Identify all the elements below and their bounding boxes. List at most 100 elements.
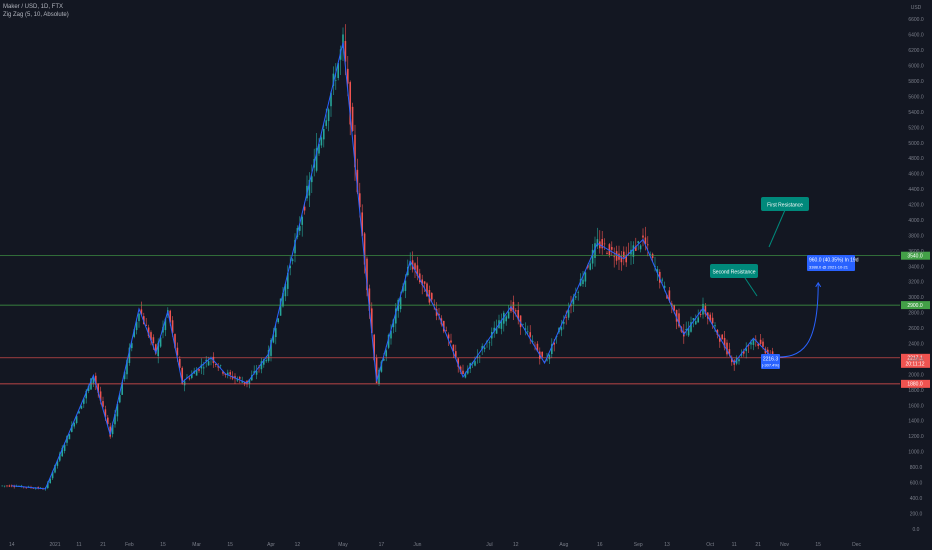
candle-body [287, 272, 289, 289]
time-tick-label: Sep [634, 542, 643, 548]
zigzag-last-change: (-307.4%) [762, 363, 780, 368]
candle-body [714, 325, 716, 327]
candle-body [337, 63, 339, 79]
candle-body [620, 256, 623, 263]
candle-body [656, 269, 659, 273]
candle-body [575, 296, 577, 298]
price-tick-label: 2800.0 [908, 311, 924, 317]
first-resistance-callout[interactable] [761, 197, 809, 211]
candle-body [642, 235, 644, 238]
candle-body [303, 206, 306, 211]
candle-body [728, 349, 731, 355]
candle-body [452, 344, 455, 352]
projection-target-text: 3388.0 @ 2021-10-21 [809, 265, 849, 270]
candle-body [601, 239, 603, 249]
candle-body [747, 345, 750, 346]
candle-body [711, 317, 714, 324]
price-tick-label: 6200.0 [908, 48, 924, 54]
candle-body [224, 373, 227, 376]
candle-body [123, 371, 126, 380]
candle-body [551, 344, 553, 354]
candle-body [771, 351, 774, 355]
zigzag-line [11, 42, 773, 490]
candle-body [97, 383, 99, 393]
candle-body [692, 318, 695, 321]
candle-body [493, 327, 495, 332]
candle-body [330, 92, 332, 107]
candle-body [277, 318, 279, 323]
candle-body [251, 375, 253, 381]
candle-body [176, 347, 179, 356]
second-resistance-callout[interactable] [710, 264, 758, 278]
candle-body [61, 448, 63, 457]
candle-body [757, 343, 759, 346]
time-tick-label: 12 [513, 542, 519, 548]
candle-body [675, 310, 678, 322]
candle-body [361, 212, 363, 236]
candle-body [229, 372, 231, 375]
price-tick-label: 1200.0 [908, 434, 924, 440]
candle-body [102, 401, 104, 407]
candle-body [356, 169, 359, 193]
time-tick-label: Aug [559, 542, 568, 548]
candle-body [289, 265, 291, 269]
candle-body [603, 243, 606, 245]
candle-body [695, 321, 697, 325]
candle-body [697, 317, 699, 323]
candle-body [481, 346, 483, 350]
candle-body [450, 340, 452, 343]
candle-body [174, 334, 176, 348]
candle-body [738, 359, 740, 362]
time-axis[interactable]: 14 2021 11 21 Feb 15 Mar 15 Apr 12 May 17 Jun Jul 12 Au… [9, 542, 862, 548]
price-tick-label: 4800.0 [908, 156, 924, 162]
candle-body [584, 272, 587, 282]
candle-body [128, 347, 131, 363]
candle-body [32, 488, 35, 489]
projection-info-box[interactable] [807, 255, 855, 271]
candle-body [263, 359, 265, 365]
candle-body [678, 313, 680, 327]
candle-body [207, 361, 210, 366]
candle-body [234, 376, 236, 379]
candle-body [565, 317, 567, 318]
candle-body [181, 367, 183, 384]
price-tick-label: 5400.0 [908, 110, 924, 116]
time-tick-label: Mar [192, 542, 201, 548]
candle-body [8, 485, 11, 487]
price-tick-label: 600.0 [910, 480, 923, 486]
candle-body [522, 324, 524, 326]
first-resistance-label: First Resistance [767, 203, 803, 209]
candle-body [483, 347, 486, 350]
price-tick-label: 1600.0 [908, 403, 924, 409]
candle-body [138, 313, 140, 322]
candle-body [42, 488, 44, 490]
time-tick-label: 11 [732, 542, 737, 548]
candle-body [455, 351, 457, 357]
candle-body [762, 341, 764, 347]
candle-body [661, 279, 663, 281]
candle-body [721, 334, 723, 340]
candle-body [649, 254, 651, 256]
time-tick-label: Dec [852, 542, 861, 548]
candle-body [222, 371, 224, 374]
candle-body [260, 361, 263, 370]
horizontal-levels [0, 255, 900, 385]
second-resistance-pointer [744, 277, 758, 297]
price-tick-label: 5200.0 [908, 125, 924, 131]
candle-body [368, 288, 371, 311]
first-resistance-line-price-tag [901, 251, 930, 260]
price-tick-label: 6400.0 [908, 33, 924, 39]
price-axis[interactable]: 3540.0 2900.0 2217.120:11:12 1880.0 USD 6600.… [900, 0, 932, 550]
candle-series [1, 24, 774, 491]
candle-body [126, 360, 128, 375]
candle-body [75, 415, 78, 423]
candle-body [740, 353, 743, 356]
candle-body [500, 319, 503, 329]
candle-body [318, 143, 320, 154]
candle-body [479, 355, 481, 357]
candle-body [3, 485, 6, 487]
candle-body [116, 404, 119, 417]
candle-body [373, 334, 375, 361]
price-tick-label: 3800.0 [908, 233, 924, 239]
